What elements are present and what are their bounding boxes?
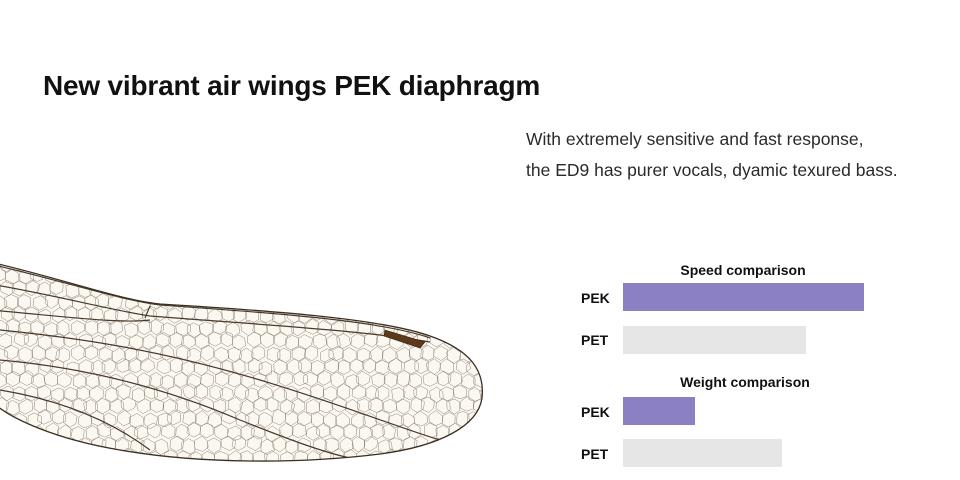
description: With extremely sensitive and fast respon… (526, 124, 898, 186)
speed-bar-label-pet: PET (581, 332, 609, 348)
weight-bar-label-pek: PEK (581, 404, 610, 420)
speed-bar-pek (623, 283, 864, 311)
weight-bar-label-pet: PET (581, 446, 609, 462)
description-line-1: With extremely sensitive and fast respon… (526, 129, 864, 149)
speed-chart-title: Speed comparison (680, 262, 806, 278)
description-line-2: the ED9 has purer vocals, dyamic texured… (526, 160, 898, 180)
dragonfly-wing-illustration (0, 250, 500, 480)
dragonfly-wing-icon (0, 261, 484, 462)
headline: New vibrant air wings PEK diaphragm (43, 70, 541, 101)
weight-chart-title: Weight comparison (680, 374, 810, 390)
comparison-charts: Speed comparison PEK PET Weight comparis… (560, 255, 880, 475)
weight-bar-pek (623, 397, 696, 425)
speed-bar-pet (623, 326, 807, 354)
speed-bar-label-pek: PEK (581, 290, 610, 306)
weight-bar-pet (623, 439, 783, 467)
